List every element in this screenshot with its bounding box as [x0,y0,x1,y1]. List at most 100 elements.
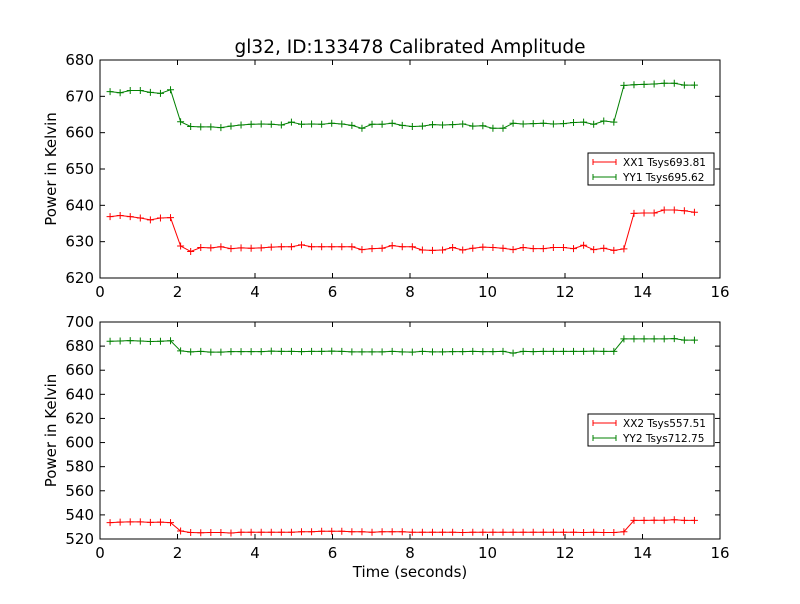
data-point [257,528,265,536]
data-point [529,245,537,253]
y-tick-label: 700 [65,313,94,331]
data-point [418,246,426,254]
data-point [358,124,366,132]
legend-label: YY2 Tsys712.75 [622,433,704,445]
data-point [116,337,124,345]
data-point [398,528,406,536]
x-tick-label: 8 [405,544,415,562]
data-point [217,124,225,132]
data-point [570,118,578,126]
data-point [358,348,366,356]
data-point [428,348,436,356]
legend-box [587,413,715,447]
data-point [328,527,336,535]
data-point [680,516,688,524]
data-point [549,528,557,536]
y-tick-label: 670 [65,87,94,105]
data-point [237,121,245,129]
data-point [348,121,356,129]
data-point [529,528,537,536]
data-point [378,348,386,356]
data-point [277,347,285,355]
data-point [650,80,658,88]
data-point [509,349,517,357]
data-point [287,118,295,126]
data-point [146,338,154,346]
data-point [207,348,215,356]
data-point [418,528,426,536]
data-point [408,348,416,356]
x-tick-label: 16 [710,283,729,301]
data-point [217,348,225,356]
data-point [660,335,668,343]
data-point [559,528,567,536]
legend: XX1 Tsys693.81 YY1 Tsys695.62 [587,152,715,186]
data-point [580,241,588,249]
data-point [479,243,487,251]
data-point [257,348,265,356]
data-point [136,87,144,95]
data-point [590,246,598,254]
data-point [267,347,275,355]
data-point [167,337,175,345]
data-point [620,528,628,536]
data-point [348,348,356,356]
data-point [449,243,457,251]
x-tick-label: 0 [95,283,105,301]
data-point [277,121,285,129]
x-tick-label: 10 [478,544,497,562]
data-point [156,337,164,345]
y-tick-label: 580 [65,458,94,476]
data-point [559,347,567,355]
data-point [277,243,285,251]
data-point [298,120,305,128]
data-point [106,519,114,527]
data-point [267,120,275,128]
data-point [519,120,527,128]
data-point [620,245,628,253]
data-point [156,518,164,526]
data-point [590,528,598,536]
data-point [177,347,185,355]
data-point [428,121,436,129]
data-point [257,244,265,252]
data-point [106,337,114,345]
data-point [469,528,477,536]
data-point [237,348,245,356]
data-point [267,528,275,536]
x-tick-label: 4 [250,283,260,301]
data-point [640,516,648,524]
chart-1: 0 2 4 6 8 10 12 14 16 620 630 640 650 660 670 680 Power … [42,51,730,301]
data-point [116,212,124,220]
data-point [257,120,265,128]
data-point [318,120,326,128]
data-point [670,206,678,214]
data-point [106,88,114,96]
data-point [600,528,608,536]
data-point [156,89,164,97]
data-point [348,528,356,536]
data-point [529,348,537,356]
legend-marker [592,159,617,165]
y-tick-label: 560 [65,482,94,500]
x-tick-label: 14 [633,283,652,301]
y-tick-label: 660 [65,361,94,379]
data-point [489,243,497,251]
data-point [207,244,215,252]
data-point [459,528,467,536]
data-point [439,348,447,356]
data-point [398,121,406,129]
data-point [328,119,336,127]
data-point [237,244,245,252]
data-point [580,347,588,355]
x-tick-label: 0 [95,544,105,562]
data-point [298,241,305,249]
y-tick-label: 600 [65,434,94,452]
data-point [167,86,175,94]
data-point [388,347,396,355]
data-point [146,88,154,96]
data-point [418,122,426,130]
data-point [610,528,618,536]
data-point [207,123,215,131]
data-point [368,528,376,536]
